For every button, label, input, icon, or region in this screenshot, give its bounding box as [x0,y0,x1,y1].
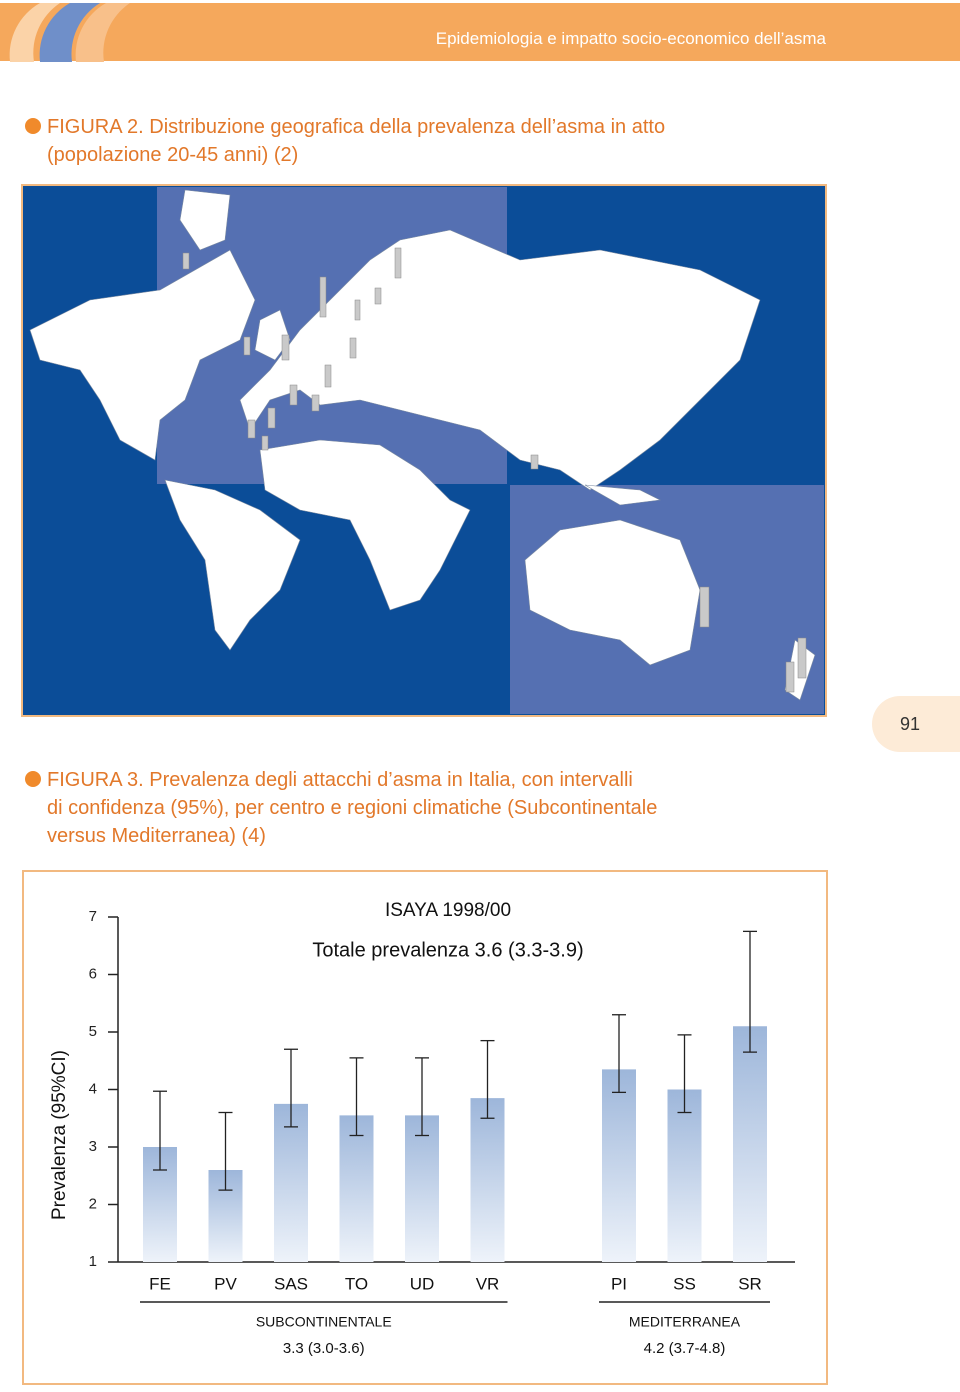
land [259,439,471,611]
bar [667,1089,702,1262]
y-tick-label: 3 [89,1138,97,1155]
y-tick-label: 1 [89,1253,97,1270]
map-cylinder [289,384,298,406]
caption-line: FIGURA 3. Prevalenza degli attacchi d’as… [47,769,633,791]
caption-line: (popolazione 20-45 anni) (2) [47,144,298,166]
bar [405,1115,439,1262]
x-tick-label: PI [611,1274,627,1293]
x-tick-label: SR [738,1274,762,1293]
x-tick-label: FE [149,1274,171,1293]
header-band [0,3,960,61]
map-cylinder [349,337,357,359]
x-tick-label: SAS [274,1274,308,1293]
map-cylinder [243,336,251,356]
page-tab [872,696,960,752]
y-axis-label: Prevalenza (95%CI) [49,1050,70,1220]
y-tick-label: 2 [89,1195,97,1212]
x-tick-label: VR [476,1274,500,1293]
map-cylinder [354,299,361,321]
chart: ISAYA 1998/00 Totale prevalenza 3.6 (3.3… [49,900,795,1357]
group-summary: 4.2 (3.7-4.8) [644,1340,726,1357]
group-label: SUBCONTINENTALE [256,1314,392,1330]
bullet [25,118,41,134]
x-tick-label: UD [410,1274,435,1293]
group-summary: 3.3 (3.0-3.6) [283,1340,365,1357]
map-cylinder [261,435,269,451]
bar [602,1069,636,1262]
map-cylinder [182,252,190,270]
map-cylinder [394,247,402,279]
header-ornament [9,3,60,62]
map-cylinder [530,454,539,470]
land [239,229,761,491]
map-cylinder [281,334,290,361]
map-cylinder [267,407,276,429]
map-cylinder [319,276,327,318]
y-tick-label: 7 [89,908,97,925]
header-title: Epidemiologia e impatto socio-economico … [436,29,827,48]
map-cylinder [311,394,320,412]
land [164,479,301,651]
bar [274,1103,308,1262]
land [524,519,701,666]
bar [733,1026,767,1262]
caption-line: FIGURA 2. Distribuzione geografica della… [47,116,665,138]
x-tick-label: PV [214,1274,237,1293]
map-cylinder [247,419,256,439]
map-cylinder [797,637,807,679]
x-tick-label: SS [673,1274,696,1293]
caption-line: di confidenza (95%), per centro e region… [47,797,657,819]
map-cylinder [785,661,795,693]
header-ornament [75,3,130,62]
header-ornament [39,3,100,62]
group-label: MEDITERRANEA [629,1314,741,1330]
bullet [25,771,41,787]
world-map [21,184,827,717]
bar [470,1098,505,1262]
caption-line: versus Mediterranea) (4) [47,825,266,847]
y-tick-label: 6 [89,965,97,982]
map-cylinder [699,586,710,628]
y-tick-label: 5 [89,1023,97,1040]
map-cylinder [324,364,332,388]
x-tick-label: TO [345,1274,368,1293]
land [584,484,662,506]
page-number: 91 [900,714,920,734]
chart-title: ISAYA 1998/00 [385,900,511,921]
y-tick-label: 4 [89,1080,97,1097]
land [29,249,256,461]
land [179,189,231,251]
map-cylinder [374,287,382,305]
chart-subtitle: Totale prevalenza 3.6 (3.3-3.9) [312,939,583,961]
bar [339,1115,374,1262]
